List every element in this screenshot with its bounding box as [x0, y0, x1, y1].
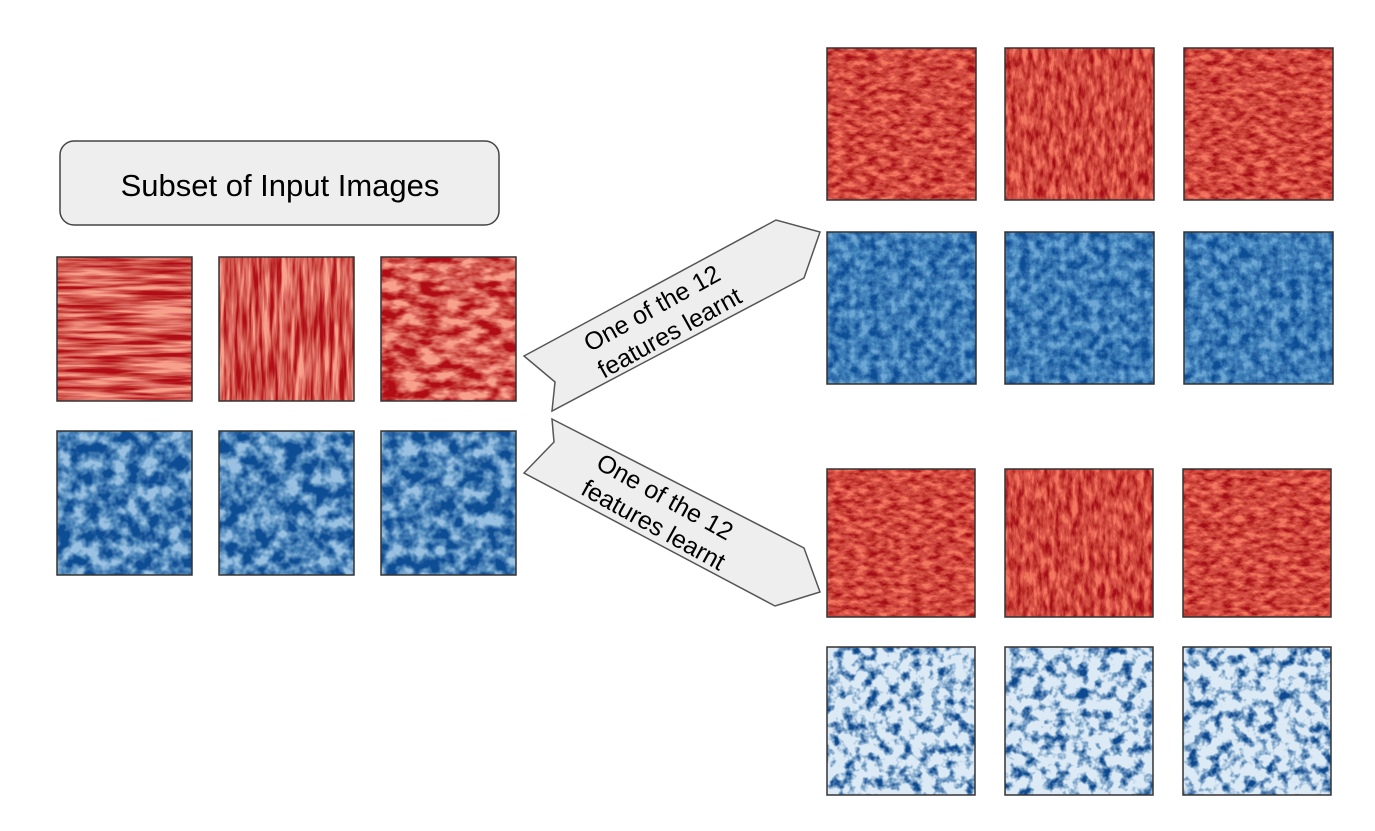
feature-bottom-tile-r1-c1 [826, 468, 976, 618]
feature-bottom-tile-r2-c3 [1182, 646, 1332, 796]
feature-bottom-tile-r1-c2 [1004, 468, 1154, 618]
arrow-bottom-shape [522, 417, 821, 607]
input-images-tile-r1-c3 [380, 256, 517, 402]
feature-top-tile-r1-c3 [1183, 47, 1334, 201]
input-images-tile-r2-c1 [56, 430, 193, 576]
arrow-top-shape [522, 219, 821, 413]
feature-top-tile-r2-c3 [1183, 231, 1334, 385]
title-label: Subset of Input Images [121, 168, 440, 203]
feature-top-tile-r2-c1 [826, 231, 977, 385]
arrow-bottom: One of the 12 features learnt [522, 417, 821, 607]
feature-top-tile-r1-c2 [1004, 47, 1155, 201]
title-box: Subset of Input Images [59, 140, 500, 226]
feature-bottom-tile-r1-c3 [1182, 468, 1332, 618]
feature-top-tile-r1-c1 [826, 47, 977, 201]
feature-bottom-tile-r2-c2 [1004, 646, 1154, 796]
input-images-tile-r2-c2 [218, 430, 355, 576]
arrow-top: One of the 12 features learnt [522, 219, 821, 413]
input-images-tile-r1-c2 [218, 256, 355, 402]
feature-top-tile-r2-c2 [1004, 231, 1155, 385]
input-images-tile-r2-c3 [380, 430, 517, 576]
input-images-grid [56, 256, 517, 576]
feature-bottom-tile-r2-c1 [826, 646, 976, 796]
input-images-tile-r1-c1 [56, 256, 193, 402]
feature-bottom-grid [826, 468, 1332, 796]
feature-top-grid [826, 47, 1334, 385]
